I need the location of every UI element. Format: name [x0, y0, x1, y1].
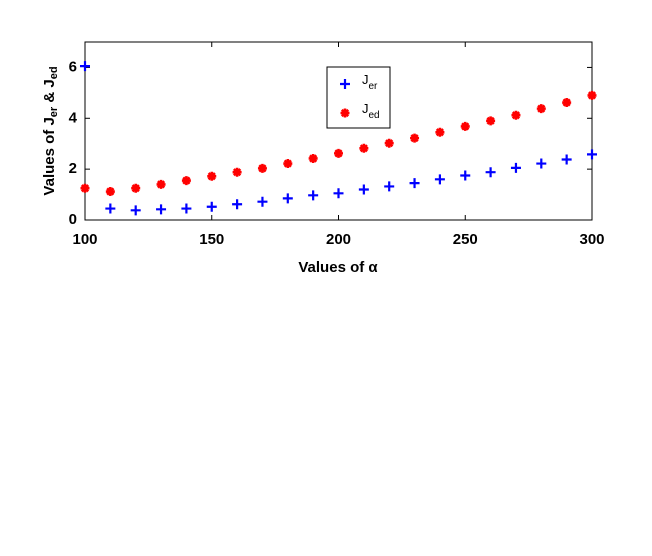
data-point [510, 162, 521, 173]
data-point [460, 121, 470, 131]
y-tick-label: 6 [69, 58, 77, 75]
data-point [333, 188, 344, 199]
legend-sub: ed [369, 110, 380, 121]
y-tick-label: 2 [69, 160, 77, 177]
data-point [384, 138, 394, 148]
data-point [207, 171, 217, 181]
data-point [283, 159, 293, 169]
y-tick-label: 0 [69, 211, 77, 228]
data-point [409, 178, 420, 189]
data-point [131, 183, 141, 193]
data-point [358, 184, 369, 195]
data-point [410, 133, 420, 143]
data-point [206, 201, 217, 212]
data-point [80, 183, 90, 193]
data-point [587, 149, 597, 160]
x-axis-label: Values of α [298, 259, 378, 276]
legend [326, 66, 391, 129]
data-point [486, 116, 496, 126]
data-point [334, 148, 343, 158]
legend-label: Jed [362, 101, 380, 120]
data-point [435, 127, 445, 137]
data-point [308, 153, 318, 163]
legend-name: J [362, 72, 369, 87]
data-point [561, 154, 572, 165]
legend-marker [340, 79, 350, 89]
x-tick-label: 200 [326, 231, 351, 248]
data-point [359, 143, 369, 153]
data-point [536, 104, 546, 114]
data-point [130, 205, 141, 216]
data-point [156, 179, 166, 189]
y-label-part: & J [41, 79, 58, 107]
data-point [232, 199, 243, 210]
data-point [181, 176, 191, 186]
x-tick-label: 150 [199, 231, 224, 248]
legend-marker [340, 108, 350, 118]
data-point [384, 181, 395, 192]
data-point [511, 110, 521, 120]
data-point [257, 163, 267, 173]
data-point [562, 98, 572, 108]
data-point [105, 203, 116, 214]
data-point [587, 90, 597, 100]
data-point [460, 170, 471, 181]
data-point [282, 193, 293, 204]
legend-sub: er [369, 81, 379, 92]
x-tick-label: 300 [579, 231, 604, 248]
y-label-sub: ed [48, 66, 60, 79]
data-point [181, 203, 192, 214]
x-tick-label: 250 [453, 231, 478, 248]
data-point [434, 174, 445, 185]
data-point [232, 167, 242, 177]
data-point [156, 204, 167, 215]
data-point [105, 187, 115, 197]
y-label-sub: er [48, 106, 60, 117]
data-point [536, 158, 547, 169]
x-tick-label: 100 [72, 231, 97, 248]
data-point [485, 167, 496, 178]
y-label-part: Values of J [41, 117, 58, 195]
legend-name: J [362, 101, 369, 116]
y-tick-label: 4 [69, 109, 78, 126]
data-point [80, 61, 90, 72]
data-point [257, 196, 268, 207]
legend-label: Jer [362, 72, 378, 91]
y-axis-label: Values of Jer & Jed [41, 66, 60, 195]
data-point [308, 190, 319, 201]
